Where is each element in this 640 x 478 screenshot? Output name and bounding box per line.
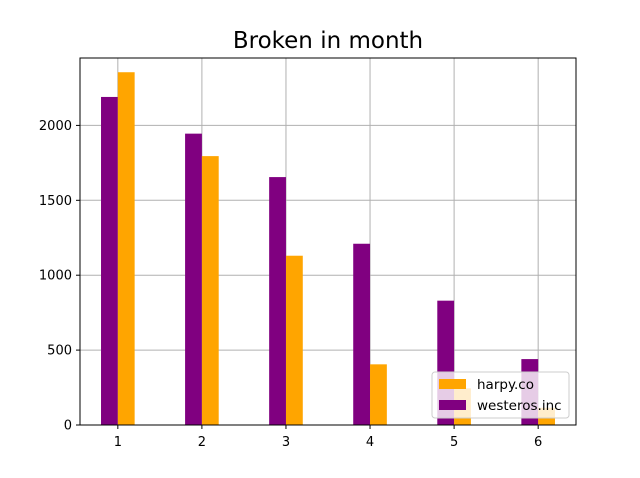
x-tick-label: 2 bbox=[198, 435, 206, 450]
y-tick-label: 2000 bbox=[39, 119, 72, 134]
grid-lines bbox=[80, 58, 576, 426]
legend-label: harpy.co bbox=[477, 377, 534, 393]
x-tick-label: 6 bbox=[534, 435, 542, 450]
x-tick-label: 3 bbox=[282, 435, 290, 450]
legend-swatch bbox=[439, 400, 466, 410]
y-axis: 0 500 1000 1500 2000 bbox=[39, 119, 80, 434]
plot-frame bbox=[79, 57, 577, 426]
bars bbox=[101, 72, 555, 426]
y-tick-label: 0 bbox=[64, 419, 72, 434]
y-tick-label: 1000 bbox=[39, 269, 72, 284]
bar-westeros-inc-2 bbox=[185, 133, 202, 425]
bar-westeros-inc-3 bbox=[269, 177, 286, 425]
chart-title: Broken in month bbox=[233, 28, 423, 54]
x-tick-label: 1 bbox=[114, 435, 122, 450]
bar-harpy-co-2 bbox=[201, 156, 219, 425]
legend-box bbox=[431, 371, 570, 419]
legend-swatch bbox=[439, 379, 466, 389]
x-tick-label: 5 bbox=[450, 435, 458, 450]
legend-label: westeros.inc bbox=[477, 398, 562, 414]
y-tick-label: 1500 bbox=[39, 194, 72, 209]
bar-harpy-co-4 bbox=[370, 364, 387, 425]
bar-harpy-co-3 bbox=[285, 255, 303, 425]
x-axis: 1 2 3 4 5 6 bbox=[114, 425, 542, 450]
y-tick-label: 500 bbox=[47, 344, 72, 359]
bar-harpy-co-1 bbox=[117, 72, 135, 425]
x-tick-label: 4 bbox=[366, 435, 374, 450]
bar-westeros-inc-4 bbox=[353, 243, 371, 425]
legend: harpy.co westeros.inc bbox=[431, 371, 570, 419]
bar-westeros-inc-1 bbox=[101, 96, 118, 426]
